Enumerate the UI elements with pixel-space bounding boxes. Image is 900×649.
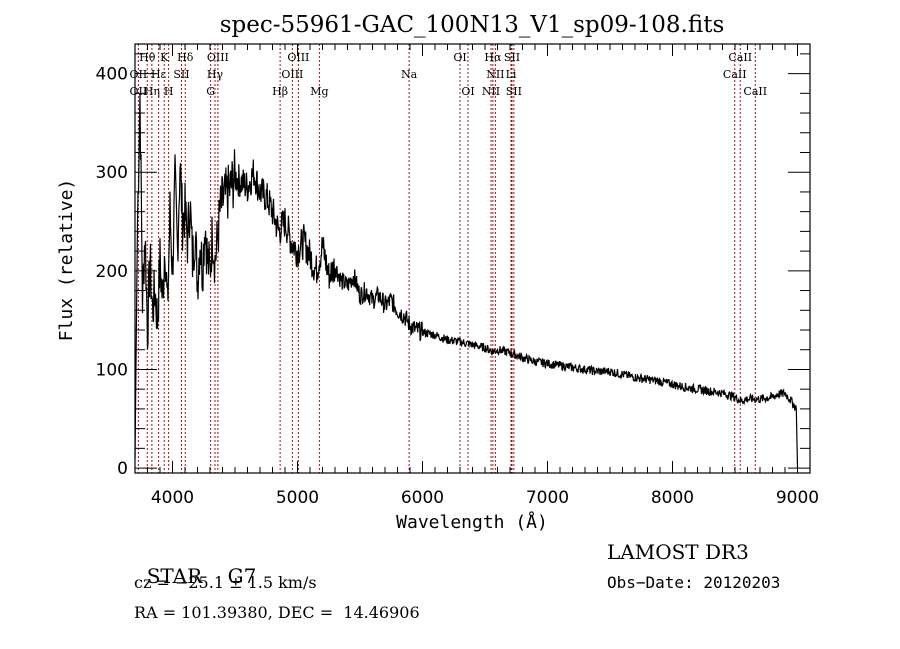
- line-marker-label: SII: [504, 51, 520, 64]
- x-tick-label: 5000: [276, 488, 319, 508]
- subclass-label: G7: [227, 564, 257, 588]
- line-marker-label: OIII: [207, 51, 229, 64]
- x-tick-label: 9000: [776, 488, 819, 508]
- obs-date: Obs−Date: 20120203: [607, 573, 781, 592]
- spectrum-line: [134, 92, 799, 469]
- y-axis-ticks: 0 100 200 300 400: [96, 53, 810, 479]
- line-marker-label: Hα: [484, 51, 502, 64]
- x-axis-label: Wavelength (Å): [396, 511, 548, 533]
- redshift-text: cz = −25.1 ± 1.5 km/s: [134, 573, 317, 592]
- line-marker-label: Hε: [151, 68, 167, 81]
- line-marker-label: Hδ: [177, 51, 194, 64]
- line-marker-label: CaII: [728, 51, 752, 64]
- x-tick-label: 8000: [651, 488, 694, 508]
- line-marker-label: OII: [130, 85, 148, 98]
- class-label: STAR: [146, 564, 203, 588]
- y-axis-label: Flux (relative): [56, 179, 77, 342]
- plot-frame: [134, 43, 811, 474]
- line-marker-label: Hβ: [272, 85, 288, 98]
- line-marker-label: K: [160, 51, 169, 64]
- line-marker-label: Na: [401, 68, 418, 81]
- line-marker-label: Hη: [144, 85, 160, 98]
- line-marker-label: NII: [482, 85, 500, 98]
- line-marker-label: OII: [130, 68, 148, 81]
- line-marker-label: NII: [486, 68, 504, 81]
- y-tick-label: 0: [117, 459, 128, 479]
- y-tick-label: 200: [96, 262, 128, 282]
- line-marker-label: OIII: [281, 68, 303, 81]
- line-marker-label: SII: [506, 85, 522, 98]
- line-marker-label: OI: [453, 51, 466, 64]
- y-tick-label: 300: [96, 163, 128, 183]
- x-axis-ticks: 4000 5000 6000 7000 8000 9000: [134, 44, 819, 508]
- line-marker-label: G: [206, 85, 215, 98]
- line-marker-label: Hθ: [139, 51, 156, 64]
- line-markers: [137, 44, 756, 473]
- line-marker-label: H: [164, 85, 174, 98]
- survey-label: LAMOST DR3: [607, 540, 749, 564]
- line-marker-label: Li: [506, 68, 517, 81]
- coordinates-text: RA = 101.39380, DEC = 14.46906: [134, 603, 420, 622]
- y-tick-label: 100: [96, 360, 128, 380]
- line-marker-label: Hγ: [207, 68, 224, 81]
- chart-title: spec-55961-GAC_100N13_V1_sp09-108.fits: [220, 12, 725, 38]
- x-tick-label: 6000: [401, 488, 444, 508]
- x-tick-label: 4000: [151, 488, 194, 508]
- object-class: STAR G7: [134, 540, 257, 588]
- line-marker-label: OIII: [287, 51, 309, 64]
- x-tick-label: 7000: [526, 488, 569, 508]
- line-marker-label: CaII: [723, 68, 747, 81]
- line-marker-label: OI: [461, 85, 474, 98]
- y-tick-label: 400: [96, 65, 128, 85]
- line-marker-label: Mg: [310, 85, 328, 98]
- line-marker-label: SII: [173, 68, 189, 81]
- line-marker-label: CaII: [743, 85, 767, 98]
